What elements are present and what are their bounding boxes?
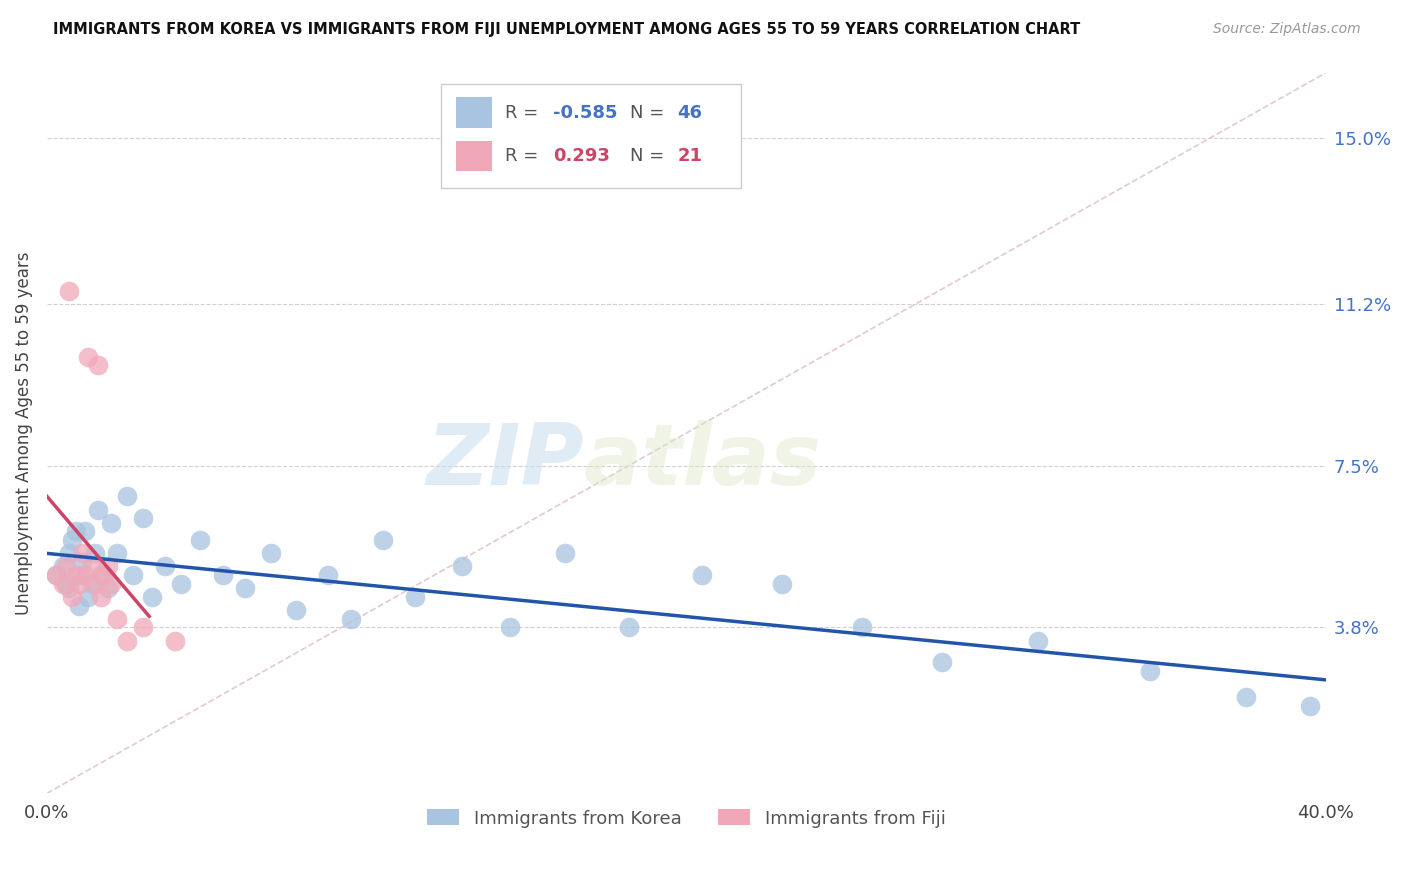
Point bbox=[132, 620, 155, 634]
Point bbox=[58, 581, 80, 595]
Point bbox=[1234, 690, 1257, 705]
Point bbox=[115, 490, 138, 504]
Point bbox=[105, 612, 128, 626]
Point bbox=[52, 559, 75, 574]
Point bbox=[90, 590, 112, 604]
Point bbox=[617, 620, 640, 634]
Text: ZIP: ZIP bbox=[426, 420, 583, 503]
Point bbox=[259, 546, 281, 560]
Point bbox=[93, 568, 115, 582]
Text: N =: N = bbox=[630, 147, 669, 165]
Point bbox=[97, 581, 120, 595]
Point bbox=[100, 516, 122, 530]
Text: N =: N = bbox=[630, 103, 669, 121]
Text: R =: R = bbox=[505, 103, 544, 121]
Point bbox=[690, 568, 713, 582]
Point bbox=[770, 576, 793, 591]
Point bbox=[371, 533, 394, 548]
Point bbox=[58, 285, 80, 299]
Y-axis label: Unemployment Among Ages 55 to 59 years: Unemployment Among Ages 55 to 59 years bbox=[15, 252, 32, 615]
Point bbox=[77, 590, 100, 604]
Point bbox=[233, 581, 256, 595]
Point bbox=[316, 568, 339, 582]
Point bbox=[55, 576, 77, 591]
Point bbox=[45, 568, 67, 582]
Point bbox=[62, 533, 84, 548]
Point bbox=[851, 620, 873, 634]
Point bbox=[87, 502, 110, 516]
Point bbox=[141, 590, 163, 604]
Point bbox=[115, 633, 138, 648]
FancyBboxPatch shape bbox=[440, 84, 741, 188]
Point bbox=[188, 533, 211, 548]
Text: IMMIGRANTS FROM KOREA VS IMMIGRANTS FROM FIJI UNEMPLOYMENT AMONG AGES 55 TO 59 Y: IMMIGRANTS FROM KOREA VS IMMIGRANTS FROM… bbox=[53, 22, 1081, 37]
Bar bbox=[456, 141, 492, 171]
Point bbox=[77, 350, 100, 364]
Point bbox=[931, 656, 953, 670]
Point bbox=[83, 546, 105, 560]
Point bbox=[65, 568, 87, 582]
Point bbox=[80, 576, 103, 591]
Point bbox=[451, 559, 474, 574]
Point bbox=[65, 524, 87, 539]
Text: 46: 46 bbox=[678, 103, 702, 121]
Point bbox=[163, 633, 186, 648]
Point bbox=[55, 559, 77, 574]
Point bbox=[122, 568, 145, 582]
Point bbox=[404, 590, 426, 604]
Point bbox=[554, 546, 576, 560]
Point bbox=[211, 568, 233, 582]
Point bbox=[499, 620, 522, 634]
Text: 0.293: 0.293 bbox=[553, 147, 610, 165]
Point bbox=[105, 546, 128, 560]
Point bbox=[153, 559, 176, 574]
Point bbox=[67, 576, 90, 591]
Point bbox=[70, 555, 93, 569]
Point bbox=[90, 568, 112, 582]
Point bbox=[70, 546, 93, 560]
Point bbox=[80, 559, 103, 574]
Point bbox=[67, 568, 90, 582]
Point bbox=[67, 599, 90, 613]
Point bbox=[1139, 664, 1161, 678]
Text: R =: R = bbox=[505, 147, 544, 165]
Point bbox=[52, 576, 75, 591]
Text: Source: ZipAtlas.com: Source: ZipAtlas.com bbox=[1213, 22, 1361, 37]
Text: -0.585: -0.585 bbox=[553, 103, 617, 121]
Point bbox=[285, 603, 308, 617]
Point bbox=[58, 546, 80, 560]
Point bbox=[97, 559, 120, 574]
Legend: Immigrants from Korea, Immigrants from Fiji: Immigrants from Korea, Immigrants from F… bbox=[419, 802, 953, 835]
Point bbox=[1026, 633, 1049, 648]
Text: atlas: atlas bbox=[583, 420, 823, 503]
Bar bbox=[456, 97, 492, 128]
Point bbox=[1298, 699, 1320, 714]
Point bbox=[339, 612, 361, 626]
Text: 21: 21 bbox=[678, 147, 702, 165]
Point bbox=[75, 568, 97, 582]
Point bbox=[75, 524, 97, 539]
Point bbox=[100, 576, 122, 591]
Point bbox=[83, 576, 105, 591]
Point bbox=[45, 568, 67, 582]
Point bbox=[62, 590, 84, 604]
Point bbox=[87, 359, 110, 373]
Point bbox=[132, 511, 155, 525]
Point bbox=[170, 576, 193, 591]
